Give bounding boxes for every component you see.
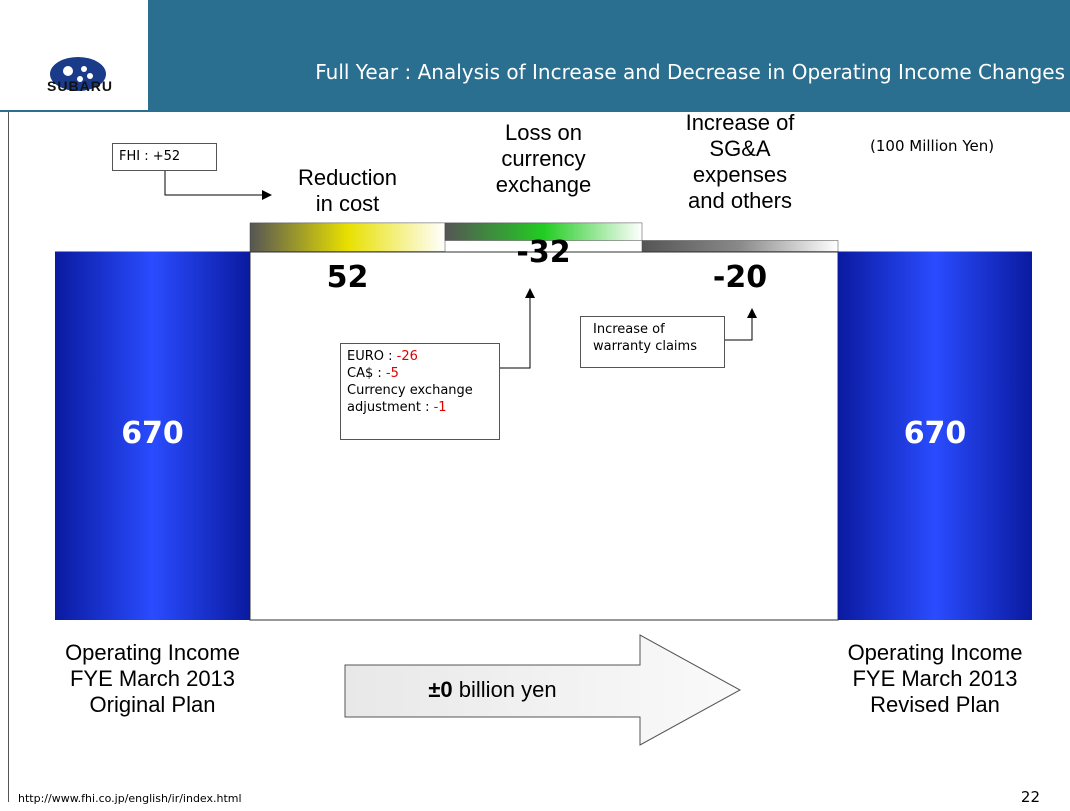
category-label: Operating Income FYE March 2013 Original… xyxy=(65,640,240,717)
logo-text: SUBARU xyxy=(47,78,113,94)
delta-bar xyxy=(641,240,839,252)
change-label: ±0 billion yen xyxy=(345,677,640,703)
plot-box xyxy=(249,251,839,621)
category-label: Loss on currency exchange xyxy=(495,120,592,197)
header-band xyxy=(148,0,1070,110)
currency-box: EURO : -26 CA$ : -5 Currency exchange adju… xyxy=(340,343,500,440)
value-label: -20 xyxy=(712,259,768,295)
sga-arrow xyxy=(725,308,757,341)
fhi-arrow xyxy=(164,170,272,200)
left-rule xyxy=(8,112,9,802)
logo-icon xyxy=(50,57,106,91)
currency-arrow xyxy=(500,288,535,369)
change-bold: ±0 xyxy=(428,677,453,702)
currency-name: Currency exchange adjustment : xyxy=(347,383,473,415)
delta-bar xyxy=(249,222,446,252)
category-label: Increase of SG&A expenses and others xyxy=(685,110,795,213)
currency-line: CA$ : -5 xyxy=(347,365,493,382)
title-line: Full Year : Analysis of Increase and Dec… xyxy=(315,60,1065,84)
category-label: Reduction in cost xyxy=(297,165,398,216)
currency-value: -5 xyxy=(385,366,399,381)
rule xyxy=(0,110,1070,112)
footer-url: http://www.fhi.co.jp/english/ir/index.ht… xyxy=(18,792,242,805)
change-rest: billion yen xyxy=(452,677,557,702)
sga-box: Increase of warranty claims xyxy=(580,316,725,368)
currency-value: -1 xyxy=(433,400,447,415)
delta-bar xyxy=(444,222,643,241)
title-line: Original Plan vs Revised Plan (Consolida… xyxy=(409,116,985,140)
currency-value: -26 xyxy=(396,349,418,364)
value-label: 670 xyxy=(121,415,184,451)
change-arrow xyxy=(344,634,742,746)
currency-line: Currency exchange adjustment : -1 xyxy=(347,382,493,416)
currency-name: EURO : xyxy=(347,349,397,364)
value-label: 670 xyxy=(903,415,967,451)
currency-name: CA$ : xyxy=(347,366,386,381)
total-bar xyxy=(55,251,250,620)
currency-line: EURO : -26 xyxy=(347,348,493,365)
fhi-box: FHI : +52 xyxy=(112,143,217,171)
value-label: 52 xyxy=(326,259,369,295)
logo-area: SUBARU xyxy=(0,0,148,110)
page-number: 22 xyxy=(1020,788,1040,806)
value-label: -32 xyxy=(516,234,571,270)
category-label: Operating Income FYE March 2013 Revised … xyxy=(847,640,1023,717)
total-bar xyxy=(838,251,1032,620)
title: Full Year : Analysis of Increase and Dec… xyxy=(160,30,1065,170)
unit-label: (100 Million Yen) xyxy=(870,137,995,155)
